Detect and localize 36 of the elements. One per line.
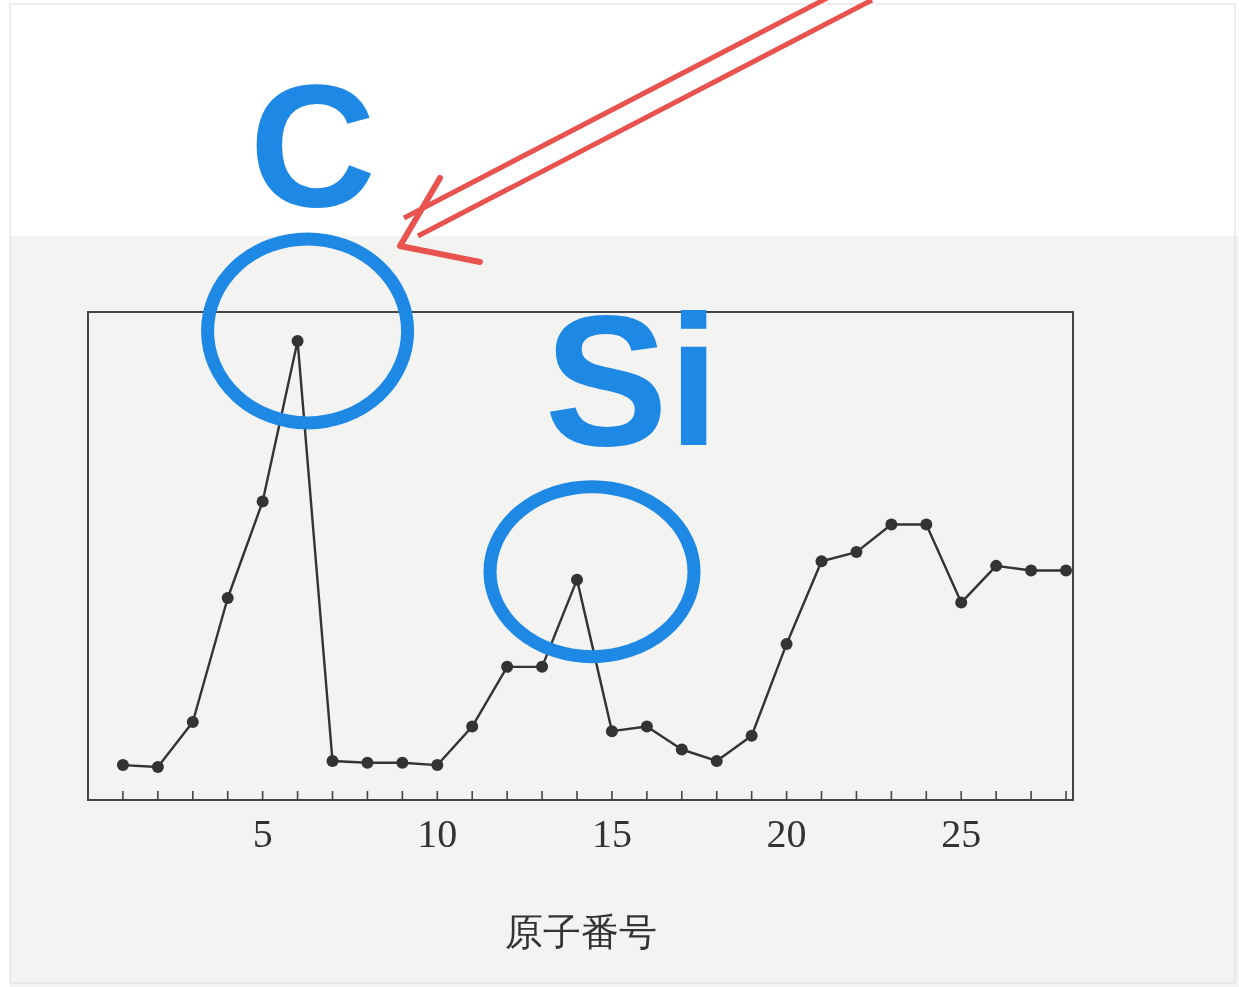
- point: [466, 720, 479, 733]
- point: [291, 334, 304, 347]
- x-tick-label: 15: [591, 811, 632, 856]
- point: [1060, 564, 1073, 577]
- point: [605, 725, 618, 738]
- point: [1025, 564, 1038, 577]
- point: [920, 518, 933, 531]
- point: [221, 592, 234, 605]
- x-tick-label: 5: [252, 811, 273, 856]
- annotation: Si: [544, 277, 720, 484]
- point: [326, 754, 339, 767]
- point: [780, 637, 793, 650]
- point: [571, 573, 584, 586]
- point: [850, 546, 863, 559]
- point: [710, 754, 723, 767]
- point: [675, 743, 688, 756]
- point: [151, 760, 164, 773]
- point: [186, 715, 199, 728]
- point: [640, 720, 653, 733]
- point: [990, 559, 1003, 572]
- point: [745, 729, 758, 742]
- point: [396, 756, 409, 769]
- x-tick-label: 20: [766, 811, 807, 856]
- x-tick-label: 10: [417, 811, 458, 856]
- point: [955, 596, 968, 609]
- point: [885, 518, 898, 531]
- point: [815, 555, 828, 568]
- x-axis-title: 原子番号: [504, 910, 657, 954]
- point: [501, 660, 514, 673]
- point: [431, 759, 444, 772]
- point: [536, 660, 549, 673]
- x-tick-label: 25: [941, 811, 982, 856]
- annotation: C: [249, 47, 376, 243]
- point: [256, 495, 269, 508]
- point: [361, 756, 374, 769]
- point: [116, 759, 129, 772]
